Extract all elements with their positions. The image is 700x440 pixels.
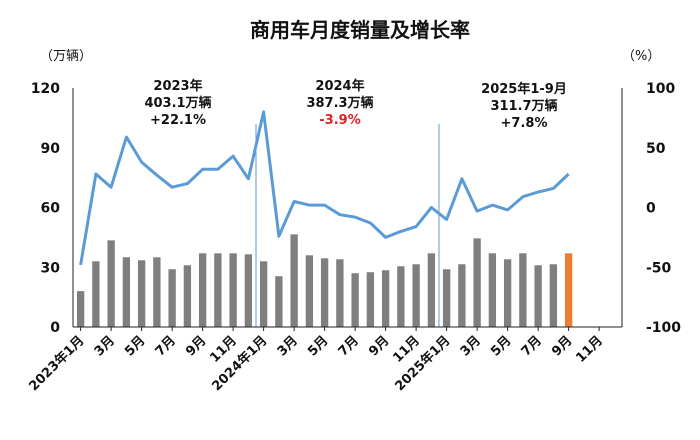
sales-bar <box>503 259 512 327</box>
sales-bar <box>122 257 131 327</box>
sales-bar <box>305 255 314 327</box>
sales-bar <box>259 261 268 327</box>
x-tick-label: 9月 <box>366 333 392 359</box>
sales-bar <box>442 269 451 327</box>
year-dividers <box>255 124 440 327</box>
sales-bar <box>198 253 207 327</box>
sales-bar <box>564 253 573 327</box>
annotation-growth: +22.1% <box>150 113 206 128</box>
sales-bar <box>366 272 375 327</box>
sales-bar <box>92 261 100 327</box>
left-tick-label: 90 <box>41 141 61 157</box>
left-tick-label: 0 <box>50 320 60 336</box>
left-tick-label: 120 <box>31 81 60 97</box>
annotation-year: 2023年 <box>153 78 202 94</box>
left-axis-unit: （万辆） <box>40 49 92 64</box>
left-tick-label: 60 <box>41 201 61 217</box>
sales-bar <box>76 291 85 327</box>
x-tick-label: 5月 <box>305 333 331 359</box>
sales-bar <box>488 253 497 327</box>
x-tick-label: 3月 <box>458 333 484 359</box>
sales-bar <box>519 253 527 327</box>
sales-bar <box>427 253 436 327</box>
sales-bar <box>214 253 222 327</box>
sales-bar <box>397 266 405 327</box>
sales-bar <box>168 269 176 327</box>
sales-bars <box>76 234 573 327</box>
sales-bar <box>290 234 298 327</box>
x-tick-label: 2023年1月 <box>26 333 88 395</box>
sales-bar <box>244 254 253 327</box>
x-tick-label: 5月 <box>488 333 514 359</box>
right-tick-label: -50 <box>646 260 672 276</box>
x-tick-label: 7月 <box>153 333 179 359</box>
sales-bar <box>229 253 237 327</box>
sales-bar <box>336 259 344 327</box>
x-tick-label: 3月 <box>92 333 118 359</box>
sales-bar <box>351 273 359 327</box>
x-tick-label: 9月 <box>183 333 209 359</box>
sales-bar <box>473 238 481 327</box>
chart-title: 商用车月度销量及增长率 <box>250 18 470 42</box>
x-tick-label: 7月 <box>336 333 362 359</box>
annotation-total: 403.1万辆 <box>144 95 211 111</box>
sales-bar <box>549 264 558 327</box>
left-tick-label: 30 <box>41 260 61 276</box>
sales-bar <box>137 260 146 327</box>
x-tick-label: 9月 <box>549 333 575 359</box>
right-tick-label: -100 <box>646 320 681 336</box>
sales-bar <box>320 258 329 327</box>
sales-bar <box>107 240 115 327</box>
sales-bar <box>183 265 192 327</box>
annotation-total: 387.3万辆 <box>306 95 373 111</box>
right-tick-label: 100 <box>646 81 675 97</box>
annotation-growth: +7.8% <box>501 116 548 131</box>
growth-line <box>79 110 570 266</box>
annotation-year: 2025年1-9月 <box>481 81 567 97</box>
sales-bar <box>381 270 390 327</box>
annotation-growth: -3.9% <box>319 113 360 128</box>
sales-bar <box>412 264 420 327</box>
annotation-year: 2024年 <box>315 78 364 94</box>
right-tick-label: 50 <box>646 141 666 157</box>
sales-bar <box>534 265 542 327</box>
x-tick-label: 11月 <box>573 333 606 366</box>
sales-bar <box>153 257 161 327</box>
x-tick-label: 3月 <box>275 333 301 359</box>
right-axis-unit: （%） <box>622 49 660 64</box>
x-tick-label: 7月 <box>519 333 545 359</box>
sales-bar <box>458 264 466 327</box>
sales-bar <box>275 276 283 327</box>
growth-line-path <box>79 110 570 266</box>
right-tick-label: 0 <box>646 201 656 217</box>
x-tick-label: 5月 <box>122 333 148 359</box>
annotation-total: 311.7万辆 <box>490 98 557 114</box>
